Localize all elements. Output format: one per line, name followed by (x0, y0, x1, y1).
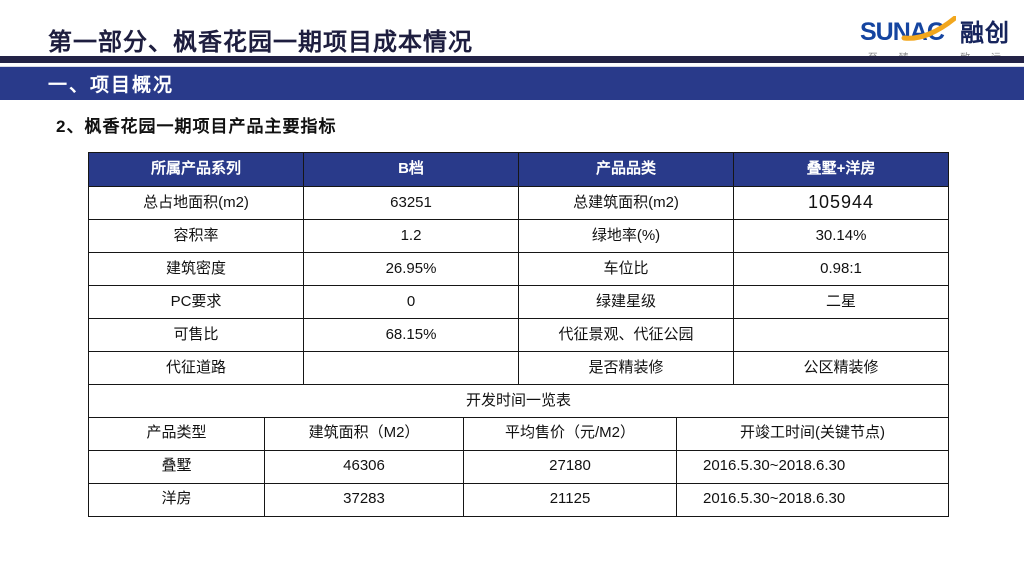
metric-value: 二星 (733, 285, 949, 319)
page-title: 第一部分、枫香花园一期项目成本情况 (48, 29, 473, 56)
dev-cell: 46306 (264, 449, 464, 484)
metric-label: PC要求 (88, 285, 304, 319)
brand-name-cn: 融创 (960, 20, 1010, 47)
header-divider (0, 56, 1024, 63)
metric-label: 建筑密度 (88, 252, 304, 286)
table-row: 开发时间一览表 (88, 384, 949, 418)
metric-value: 1.2 (303, 219, 519, 253)
dev-schedule-table: 产品类型 建筑面积（M2） 平均售价（元/M2） 开竣工时间(关键节点) 叠墅 … (88, 416, 949, 517)
metric-value: 68.15% (303, 318, 519, 352)
metric-label: 总占地面积(m2) (88, 186, 304, 220)
metric-value: 30.14% (733, 219, 949, 253)
metric-label: 可售比 (88, 318, 304, 352)
dev-header-row: 产品类型 建筑面积（M2） 平均售价（元/M2） 开竣工时间(关键节点) (88, 416, 949, 451)
dev-cell: 叠墅 (88, 449, 265, 484)
sunac-wordmark-icon: SUNAC (860, 16, 956, 46)
metrics-header-cell: 产品品类 (518, 152, 734, 187)
metric-value: 63251 (303, 186, 519, 220)
metric-label: 是否精装修 (518, 351, 734, 385)
metrics-table-container: 所属产品系列 B档 产品品类 叠墅+洋房 总占地面积(m2) 63251 总建筑… (88, 152, 949, 517)
table-row: 可售比 68.15% 代征景观、代征公园 (88, 318, 949, 352)
metric-value (733, 318, 949, 352)
dev-header-cell: 平均售价（元/M2） (463, 416, 677, 451)
metric-value: 0.98:1 (733, 252, 949, 286)
dev-cell: 洋房 (88, 482, 265, 517)
metric-label: 容积率 (88, 219, 304, 253)
metric-label: 绿建星级 (518, 285, 734, 319)
table-row: 建筑密度 26.95% 车位比 0.98:1 (88, 252, 949, 286)
metrics-header-cell: 叠墅+洋房 (733, 152, 949, 187)
metric-value: 26.95% (303, 252, 519, 286)
metric-value: 公区精装修 (733, 351, 949, 385)
metric-value: 105944 (733, 186, 949, 220)
table-row: 总占地面积(m2) 63251 总建筑面积(m2) 105944 (88, 186, 949, 220)
dev-cell: 21125 (463, 482, 677, 517)
section-bar: 一、项目概况 (0, 66, 1024, 100)
metric-value: 0 (303, 285, 519, 319)
dev-schedule-title-cell: 开发时间一览表 (88, 384, 949, 418)
dev-cell: 37283 (264, 482, 464, 517)
metric-label: 绿地率(%) (518, 219, 734, 253)
metrics-header-cell: 所属产品系列 (88, 152, 304, 187)
metric-label: 代征景观、代征公园 (518, 318, 734, 352)
dev-header-cell: 开竣工时间(关键节点) (676, 416, 949, 451)
metric-label: 车位比 (518, 252, 734, 286)
section-title: 一、项目概况 (48, 75, 175, 96)
dev-cell: 2016.5.30~2018.6.30 (676, 482, 949, 517)
table-row: 洋房 37283 21125 2016.5.30~2018.6.30 (88, 482, 949, 517)
table-row: PC要求 0 绿建星级 二星 (88, 285, 949, 319)
metrics-header-cell: B档 (303, 152, 519, 187)
metric-value (303, 351, 519, 385)
table-row: 叠墅 46306 27180 2016.5.30~2018.6.30 (88, 449, 949, 484)
sunac-swoosh-icon (901, 16, 956, 41)
metrics-header-row: 所属产品系列 B档 产品品类 叠墅+洋房 (88, 152, 949, 187)
dev-cell: 27180 (463, 449, 677, 484)
metrics-table: 所属产品系列 B档 产品品类 叠墅+洋房 总占地面积(m2) 63251 总建筑… (88, 152, 949, 418)
table-row: 容积率 1.2 绿地率(%) 30.14% (88, 219, 949, 253)
table-row: 代征道路 是否精装修 公区精装修 (88, 351, 949, 385)
metric-label: 代征道路 (88, 351, 304, 385)
dev-header-cell: 产品类型 (88, 416, 265, 451)
dev-header-cell: 建筑面积（M2） (264, 416, 464, 451)
slide-subtitle: 2、枫香花园一期项目产品主要指标 (56, 117, 337, 136)
metric-label: 总建筑面积(m2) (518, 186, 734, 220)
dev-cell: 2016.5.30~2018.6.30 (676, 449, 949, 484)
